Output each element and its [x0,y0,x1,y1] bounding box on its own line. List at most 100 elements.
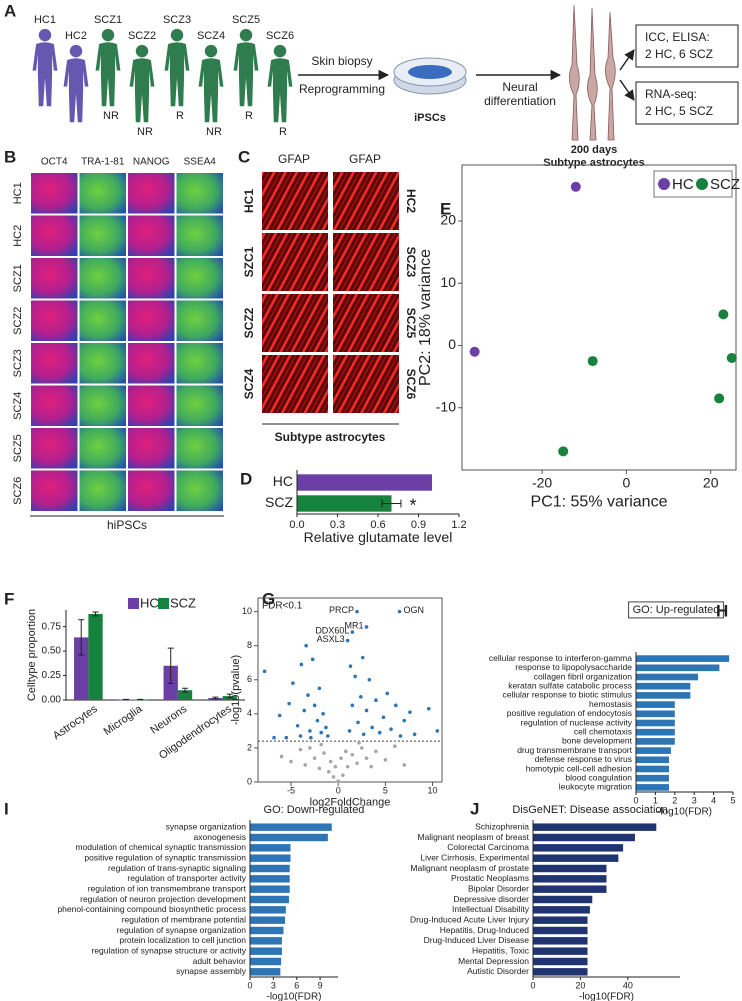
point [374,749,378,754]
bar [636,692,691,699]
marker-label: NANOG [133,157,170,168]
point [393,703,398,708]
panel-label: D [240,469,252,488]
x-axis-label: PC1: 55% variance [531,493,668,510]
x-tick-label: 3 [271,980,276,990]
point [350,703,355,708]
micrograph [79,300,126,341]
gene-label: MR1 [344,620,363,630]
step-label: Reprogramming [299,82,385,96]
micrograph [176,385,223,426]
category-label: regulation of trans-synaptic signaling [108,863,246,873]
row-label: SCZ3 [404,247,418,278]
box-text: ICC, ELISA: [645,30,710,44]
bar [250,916,286,924]
row-label: SCZ2 [242,307,256,338]
category-label: modulation of chemical synaptic transmis… [75,842,246,852]
bar [533,864,607,873]
annotation: FDR<0.1 [262,601,303,612]
chart-title: DisGeNET: Disease association [512,804,667,816]
donor-figure [198,44,224,123]
x-tick-label: 1.2 [451,519,466,531]
y-tick-label: 8 [247,640,252,650]
micrograph [128,470,175,511]
category-label: leukocyte migration [559,782,633,792]
category-label: drug transmembrane transport [517,745,632,755]
micrograph [79,428,126,469]
bar [533,885,607,893]
micrograph [31,258,78,299]
micrograph [333,233,399,291]
x-tick-label: 0 [633,795,638,805]
bar [250,885,290,893]
panel-label: A [4,1,16,20]
micrograph [128,215,175,256]
point [359,746,364,750]
donor-label: SCZ5 [232,14,260,26]
category-label: regulation of nuclease activity [520,717,632,727]
micrograph [31,215,78,256]
point [319,742,324,747]
x-tick-label: 10 [428,785,438,795]
category-label: blood coagulation [565,772,632,782]
x-tick-label: Microglia [102,703,146,739]
point [326,734,330,738]
point [291,681,295,685]
y-tick-label: 10 [440,274,456,290]
y-tick-label: 0.75 [42,621,62,632]
category-label: Malignant neoplasm of prostate [410,863,529,873]
category-label: Depressive disorder [453,894,529,904]
category-label: Malignant neoplasm of breast [417,832,529,842]
cell [569,4,580,141]
gene-label: DDX60L [315,625,349,635]
point [319,730,324,735]
error-bar [381,499,402,508]
response-label: NR [137,126,153,138]
bar [533,916,588,924]
category-label: adult behavior [193,956,247,966]
category-label: Autistic Disorder [467,966,529,976]
x-tick-label: 20 [575,980,585,990]
plot-frame [461,164,737,471]
x-tick-label: 3 [692,795,697,805]
y-tick-label: 0 [448,336,456,352]
point [469,346,480,357]
bar [177,690,193,700]
category-label: Liver Cirrhosis, Experimental [420,852,529,862]
point [361,732,366,737]
row-label: HC2 [404,189,418,213]
point [341,773,345,777]
y-tick-label: 4 [247,708,252,718]
bar [74,637,89,700]
category-label: synapse organization [166,821,247,831]
bar [250,968,281,976]
error-bar [167,647,174,684]
point [347,729,352,733]
micrograph [31,385,78,426]
error-bar [92,611,99,617]
point [299,662,304,667]
legend-label: SCZ [710,176,740,193]
category-label: SCZ [265,494,293,510]
micrograph [128,343,175,384]
point [357,741,361,745]
x-axis-label: Relative glutamate level [304,529,453,545]
row-label: SCZ4 [12,392,24,420]
cell [605,11,616,141]
category-label: Hepatitis, Toxic [472,945,530,955]
point [289,759,293,764]
micrograph [128,428,175,469]
bar [533,854,619,862]
response-label: R [176,110,184,122]
bar [636,682,691,690]
micrograph [31,173,78,214]
donor-label: SCZ6 [266,30,294,42]
micrograph [262,172,328,230]
point [367,677,372,682]
y-axis-label: Celltype proportion [26,609,38,701]
donor-label: HC1 [34,14,56,26]
category-label: positive regulation of synaptic transmis… [84,852,246,862]
bar [533,926,588,935]
point [381,715,386,720]
